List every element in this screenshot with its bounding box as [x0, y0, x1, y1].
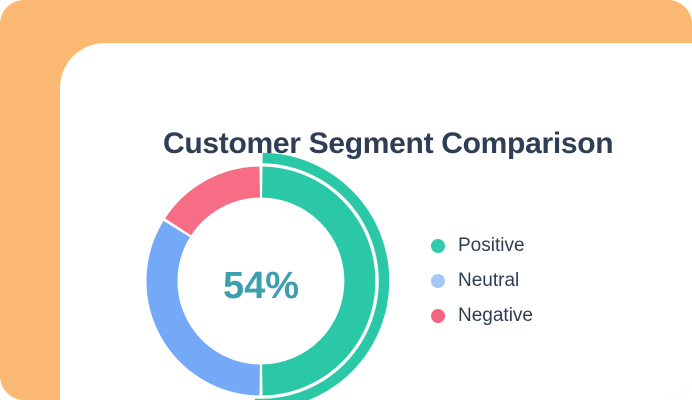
- legend-item-positive: Positive: [431, 235, 533, 256]
- legend-item-negative: Negative: [431, 305, 533, 326]
- legend-label-neutral: Neutral: [458, 270, 520, 291]
- donut-segment-negative: [165, 166, 261, 236]
- chart-legend: Positive Neutral Negative: [431, 235, 533, 326]
- legend-dot-neutral-icon: [431, 274, 445, 288]
- legend-item-neutral: Neutral: [431, 270, 533, 291]
- donut-segment-positive: [261, 166, 376, 396]
- legend-dot-negative-icon: [431, 309, 445, 323]
- legend-label-positive: Positive: [458, 235, 525, 256]
- donut-segment-neutral: [146, 220, 261, 396]
- donut-highlight-arc-positive: [254, 152, 390, 400]
- donut-center-value: 54%: [222, 265, 300, 307]
- legend-dot-positive-icon: [431, 239, 445, 253]
- legend-label-negative: Negative: [458, 305, 533, 326]
- chart-title: Customer Segment Comparison: [163, 127, 614, 160]
